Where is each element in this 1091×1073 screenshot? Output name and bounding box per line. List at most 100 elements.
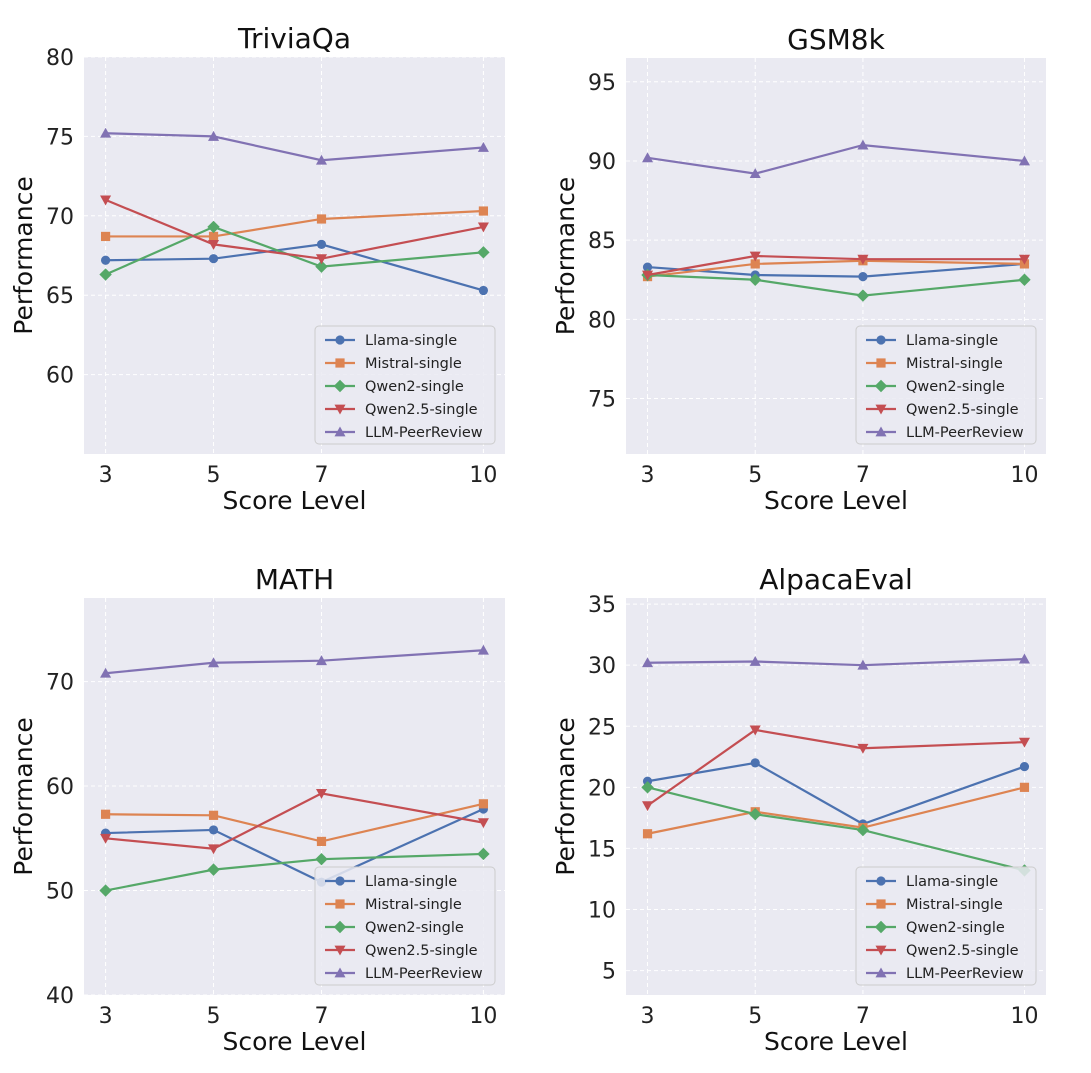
- x-tick-label: 7: [856, 1004, 870, 1029]
- x-tick-label: 5: [207, 463, 221, 488]
- y-tick-label: 25: [588, 715, 616, 740]
- chart-title: AlpacaEval: [759, 563, 913, 596]
- data-point-llm-peerreview: [208, 657, 220, 668]
- series-line-mistral-single: [105, 209, 484, 238]
- x-tick-label: 3: [99, 463, 113, 488]
- data-point-llm-peerreview: [642, 657, 654, 668]
- data-point-qwen2-5-single: [477, 818, 489, 829]
- x-tick-label: 5: [748, 463, 762, 488]
- data-point-qwen2-single: [1018, 273, 1031, 286]
- y-axis-label: Performance: [9, 717, 38, 875]
- series-line-llama-single: [105, 808, 484, 884]
- data-point-mistral-single: [1019, 782, 1030, 792]
- x-tick-label: 7: [314, 1004, 328, 1029]
- data-point-qwen2-5-single: [1018, 737, 1030, 748]
- legend-marker-llama-single: [876, 876, 886, 886]
- series-line-qwen2-5-single: [647, 254, 1025, 277]
- data-point-llama-single: [208, 254, 219, 264]
- series-line-llm-peerreview: [647, 657, 1025, 667]
- legend-marker-llama-single: [876, 335, 886, 345]
- x-tick-label: 5: [207, 1004, 221, 1029]
- data-point-llama-single: [750, 758, 760, 768]
- x-tick-label: 3: [641, 1004, 655, 1029]
- legend-marker-mistral-single: [876, 358, 886, 368]
- legend-marker-mistral-single: [876, 899, 886, 909]
- legend-label: Qwen2.5-single: [906, 402, 1019, 418]
- y-tick-label: 70: [46, 671, 74, 696]
- data-point-qwen2-5-single: [315, 788, 328, 799]
- x-tick-label: 7: [856, 463, 870, 488]
- series-line-qwen2-single: [105, 852, 484, 892]
- legend-label: Qwen2.5-single: [365, 943, 478, 959]
- x-tick-label: 10: [469, 463, 497, 488]
- y-tick-label: 5: [602, 960, 616, 985]
- y-axis-label: Performance: [9, 176, 38, 334]
- data-point-qwen2-5-single: [642, 270, 654, 281]
- legend-marker-qwen2-single: [874, 920, 888, 934]
- chart-math: 40 50 60 70 3 5 7 10 MATH Score Level Performance L…: [9, 563, 505, 1056]
- legend-label: Llama-single: [365, 874, 457, 890]
- data-point-llm-peerreview: [857, 659, 869, 670]
- legend-marker-llm-peerreview: [334, 967, 346, 978]
- data-point-qwen2-single: [315, 260, 328, 273]
- series-line-mistral-single: [105, 802, 484, 843]
- data-point-mistral-single: [208, 810, 219, 820]
- x-tick-label: 10: [1010, 463, 1038, 488]
- y-tick-label: 95: [588, 71, 616, 96]
- data-point-qwen2-5-single: [749, 251, 761, 262]
- data-point-qwen2-single: [207, 220, 220, 234]
- series-line-llm-peerreview: [105, 649, 484, 675]
- y-tick-label: 60: [46, 775, 74, 800]
- y-tick-label: 75: [588, 388, 616, 413]
- x-axis-label: Score Level: [764, 1027, 908, 1056]
- series-line-llm-peerreview: [105, 132, 484, 162]
- x-tick-label: 10: [469, 1004, 497, 1029]
- series-line-qwen2-single: [105, 225, 484, 276]
- x-axis-label: Score Level: [223, 1027, 367, 1056]
- series-line-qwen2-5-single: [105, 198, 484, 260]
- legend-label: Qwen2-single: [365, 920, 464, 936]
- chart-triviaqa: 60 65 70 75 80 3 5 7 10 TriviaQa Score Level Perfor…: [9, 22, 505, 515]
- data-point-llm-peerreview: [857, 139, 869, 150]
- legend-marker-qwen2-5-single: [334, 404, 346, 415]
- legend-marker-qwen2-single: [333, 920, 347, 934]
- data-point-llm-peerreview: [477, 141, 489, 152]
- chart-title: MATH: [255, 563, 334, 596]
- data-point-llm-peerreview: [208, 130, 220, 141]
- legend-marker-llm-peerreview: [875, 426, 887, 437]
- data-point-llm-peerreview: [642, 152, 654, 163]
- y-axis-label: Performance: [551, 717, 580, 875]
- legend-label: Qwen2.5-single: [365, 402, 478, 418]
- legend-marker-qwen2-5-single: [875, 945, 887, 956]
- x-tick-label: 10: [1010, 1004, 1038, 1029]
- data-point-mistral-single: [478, 206, 489, 216]
- series-line-qwen2-single: [647, 273, 1025, 297]
- y-tick-label: 40: [46, 984, 74, 1009]
- series-line-qwen2-5-single: [646, 728, 1025, 807]
- legend-label: LLM-PeerReview: [365, 425, 483, 441]
- data-point-qwen2-single: [749, 808, 762, 821]
- legend-marker-qwen2-5-single: [875, 404, 887, 415]
- data-point-mistral-single: [100, 809, 111, 819]
- data-point-llm-peerreview: [1018, 155, 1030, 166]
- data-point-qwen2-5-single: [100, 195, 112, 206]
- y-tick-label: 50: [46, 880, 74, 905]
- data-point-qwen2-5-single: [857, 743, 869, 754]
- y-tick-label: 35: [588, 593, 616, 618]
- y-tick-label: 70: [46, 205, 74, 230]
- chart-title: GSM8k: [787, 23, 885, 56]
- data-point-qwen2-5-single: [208, 239, 220, 250]
- legend-marker-llm-peerreview: [875, 967, 887, 978]
- data-point-mistral-single: [100, 231, 111, 242]
- x-tick-label: 3: [99, 1004, 113, 1029]
- data-point-llama-single: [316, 239, 327, 249]
- y-tick-label: 80: [588, 308, 616, 333]
- data-point-qwen2-5-single: [477, 222, 489, 233]
- y-tick-label: 85: [588, 229, 616, 254]
- legend-label: Llama-single: [906, 333, 998, 349]
- y-tick-label: 80: [46, 46, 74, 71]
- series-line-qwen2-single: [647, 786, 1025, 872]
- legend-marker-qwen2-5-single: [334, 945, 346, 956]
- data-point-llm-peerreview: [749, 656, 761, 666]
